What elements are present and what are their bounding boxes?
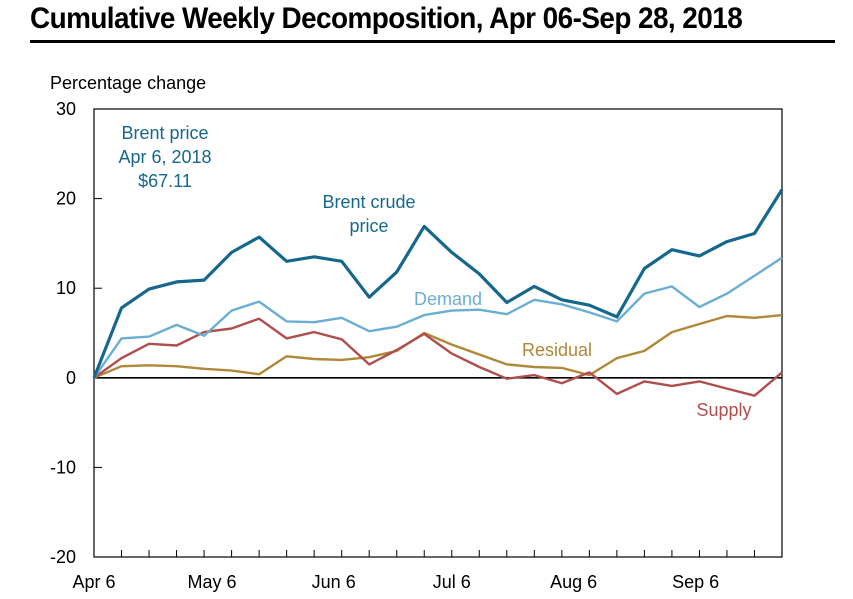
series-labels: Brent crude price Demand Residual Supply: [322, 192, 751, 420]
annotations: Brent price Apr 6, 2018 $67.11: [118, 123, 211, 191]
series-label: Demand: [414, 289, 482, 309]
y-axis-label: Percentage change: [50, 73, 206, 93]
x-tick-marks: [93, 550, 783, 557]
series-line-residual: [93, 313, 783, 379]
x-tick-label: May 6: [188, 572, 237, 592]
x-tick-label: Sep 6: [672, 572, 719, 592]
y-tick-label: -10: [50, 457, 76, 477]
x-tick-label: Jul 6: [433, 572, 471, 592]
y-tick-label: -20: [50, 547, 76, 567]
series-label: Residual: [522, 340, 592, 360]
series-label: Supply: [696, 400, 751, 420]
annotation-line: $67.11: [138, 171, 192, 191]
plot-frame: [93, 108, 783, 558]
y-tick-label: 10: [56, 278, 76, 298]
x-tick-label: Aug 6: [550, 572, 597, 592]
series-lines: [92, 188, 784, 397]
series-line-brent-crude-price: [92, 188, 784, 379]
x-tick-labels: Apr 6 May 6 Jun 6 Jul 6 Aug 6 Sep 6: [72, 572, 719, 592]
series-label: price: [349, 216, 388, 236]
x-tick-label: Apr 6: [72, 572, 115, 592]
annotation-line: Brent price: [121, 123, 208, 143]
annotation-line: Apr 6, 2018: [118, 147, 211, 167]
series-label: Brent crude: [322, 192, 415, 212]
chart-title: Cumulative Weekly Decomposition, Apr 06-…: [30, 2, 743, 35]
y-tick-label: 30: [56, 99, 76, 119]
series-line-demand: [93, 256, 783, 379]
title-rule: [30, 40, 835, 43]
x-tick-label: Jun 6: [312, 572, 356, 592]
y-tick-label: 0: [66, 368, 76, 388]
y-tick-label: 20: [56, 189, 76, 209]
